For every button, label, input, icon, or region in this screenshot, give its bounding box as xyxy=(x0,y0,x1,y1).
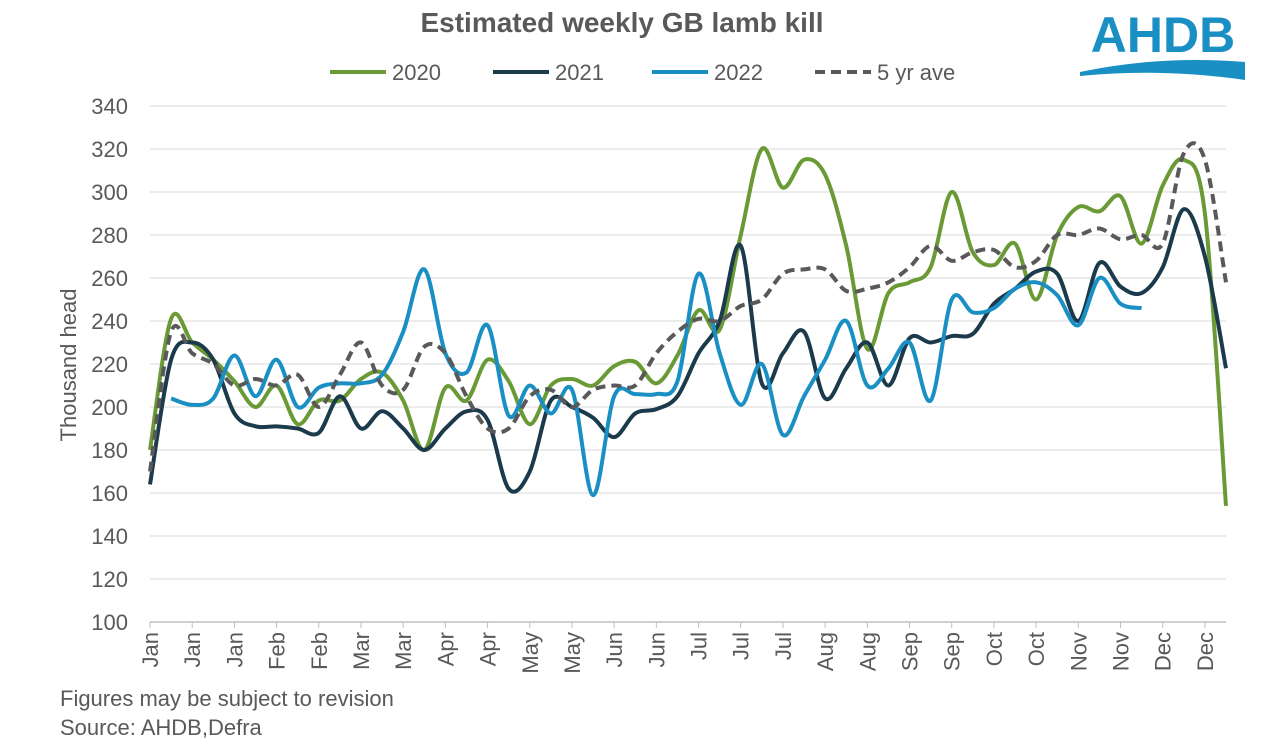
x-tick-label: Jul xyxy=(729,632,754,660)
x-tick-label: Nov xyxy=(1066,632,1091,671)
x-tick-label: Dec xyxy=(1193,632,1218,671)
y-tick-label: 100 xyxy=(91,610,128,635)
x-tick-label: Oct xyxy=(1024,632,1049,666)
series-line xyxy=(148,146,1228,507)
y-tick-label: 280 xyxy=(91,223,128,248)
y-tick-label: 260 xyxy=(91,266,128,291)
logo: AHDB xyxy=(1091,7,1235,63)
x-tick-label: Feb xyxy=(307,632,332,670)
y-tick-label: 240 xyxy=(91,309,128,334)
y-tick-label: 200 xyxy=(91,395,128,420)
y-tick-label: 180 xyxy=(91,438,128,463)
legend-label: 2020 xyxy=(392,60,441,85)
x-tick-label: May xyxy=(560,632,585,674)
y-tick-label: 220 xyxy=(91,352,128,377)
x-tick-label: Jan xyxy=(138,632,163,667)
note: Figures may be subject to revision xyxy=(60,686,394,711)
x-tick-label: Dec xyxy=(1151,632,1176,671)
chart-title: Estimated weekly GB lamb kill xyxy=(420,7,823,38)
x-tick-label: Apr xyxy=(433,632,458,666)
note: Source: AHDB,Defra xyxy=(60,715,263,740)
y-tick-label: 320 xyxy=(91,137,128,162)
x-tick-label: Jan xyxy=(222,632,247,667)
series-line xyxy=(148,207,1228,494)
y-axis-label: Thousand head xyxy=(56,289,81,442)
x-tick-label: Jun xyxy=(602,632,627,667)
x-tick-label: Nov xyxy=(1109,632,1134,671)
x-tick-label: Aug xyxy=(855,632,880,671)
y-tick-label: 140 xyxy=(91,524,128,549)
x-tick-label: Jul xyxy=(687,632,712,660)
legend-label: 5 yr ave xyxy=(877,60,955,85)
x-tick-label: Aug xyxy=(813,632,838,671)
y-tick-label: 120 xyxy=(91,567,128,592)
x-tick-label: Sep xyxy=(940,632,965,671)
y-tick-label: 340 xyxy=(91,94,128,119)
x-tick-label: Feb xyxy=(265,632,290,670)
y-tick-label: 300 xyxy=(91,180,128,205)
x-tick-label: Apr xyxy=(476,632,501,666)
x-tick-label: Jan xyxy=(180,632,205,667)
x-tick-label: Jun xyxy=(644,632,669,667)
legend-label: 2022 xyxy=(714,60,763,85)
x-tick-label: Mar xyxy=(391,632,416,670)
series-line xyxy=(148,141,1228,472)
y-tick-label: 160 xyxy=(91,481,128,506)
x-tick-label: Oct xyxy=(982,632,1007,666)
x-tick-label: Sep xyxy=(898,632,923,671)
x-tick-label: Mar xyxy=(349,632,374,670)
x-tick-label: May xyxy=(518,632,543,674)
logo-swoosh xyxy=(1080,59,1245,80)
legend-label: 2021 xyxy=(555,60,604,85)
series-line xyxy=(170,267,1143,498)
x-tick-label: Jul xyxy=(771,632,796,660)
